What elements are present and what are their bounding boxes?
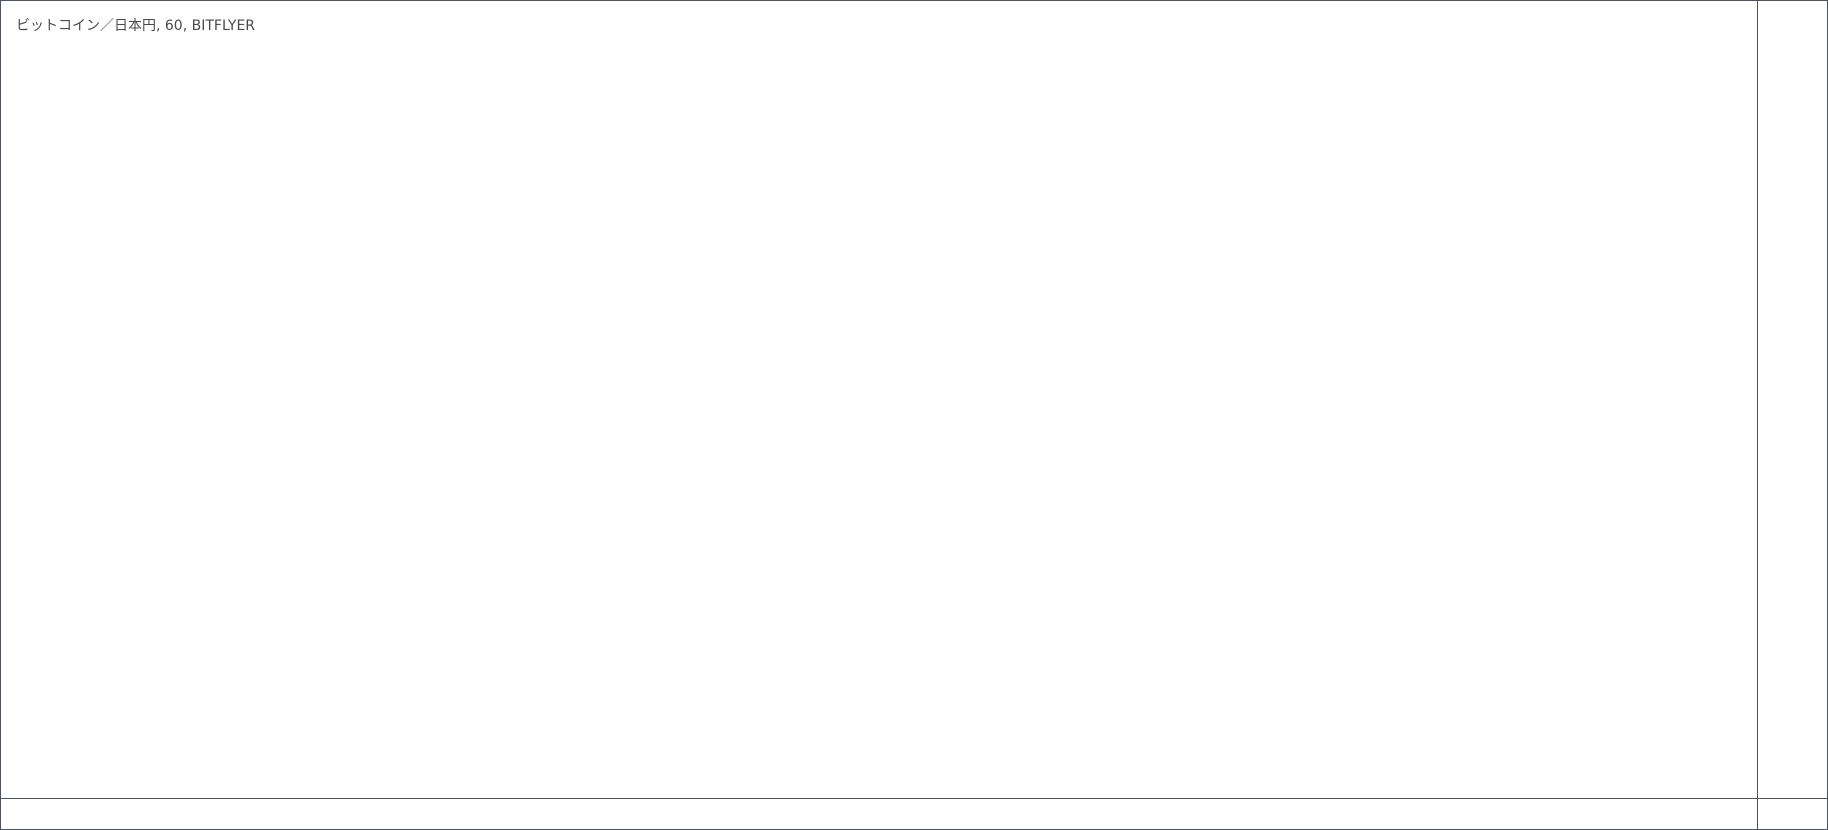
chart-title: ビットコイン／日本円, 60, BITFLYER — [16, 18, 255, 34]
